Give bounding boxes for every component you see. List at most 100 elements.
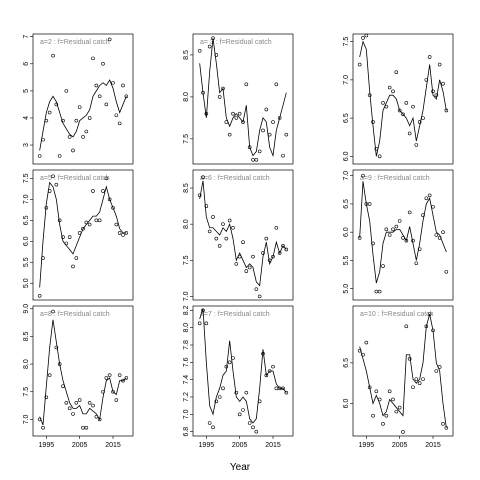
point [114, 222, 119, 227]
panel-title: a=6 : f=Residual catch [200, 175, 270, 182]
y-tick-label: 7.5 [183, 134, 190, 144]
point [274, 82, 279, 87]
point [241, 408, 245, 412]
point [254, 158, 259, 162]
point [47, 373, 52, 377]
point [107, 373, 112, 377]
fit-line [199, 38, 287, 158]
point [407, 210, 412, 215]
point [124, 376, 129, 380]
point [117, 373, 122, 377]
panel-frame [32, 169, 134, 301]
y-tick-label: 8.0 [183, 323, 190, 333]
point [114, 398, 119, 402]
point [54, 345, 59, 350]
point [51, 53, 55, 58]
point [381, 101, 385, 105]
point [204, 204, 209, 208]
x-tick-label: 2015 [105, 442, 121, 449]
point [47, 110, 52, 115]
y-tick-label: 6.5 [343, 199, 350, 209]
point [374, 389, 379, 394]
point [391, 227, 395, 232]
point [81, 425, 85, 430]
point [257, 149, 262, 154]
x-tick-label: 2015 [425, 442, 441, 449]
y-tick-label: 9.0 [23, 304, 30, 314]
point [377, 154, 382, 159]
point [381, 264, 385, 268]
y-tick-label: 8.5 [23, 331, 30, 341]
point [401, 430, 405, 434]
point [381, 422, 385, 426]
point [264, 107, 269, 112]
point [397, 108, 402, 113]
point [41, 425, 45, 430]
y-tick-label: 7.0 [343, 75, 350, 85]
x-tick-label: 1995 [359, 442, 375, 449]
point [281, 153, 285, 158]
point [434, 369, 439, 373]
x-tick-label: 2005 [392, 442, 408, 449]
point [74, 118, 79, 123]
point [74, 256, 79, 260]
point [71, 264, 75, 269]
point [227, 218, 232, 223]
panel-title: a=7 : f=Residual catch [200, 311, 270, 318]
point [387, 389, 392, 394]
point [211, 425, 215, 430]
point [37, 154, 42, 158]
x-tick-label: 1995 [39, 442, 55, 449]
point [391, 89, 395, 94]
point [37, 294, 42, 298]
point [91, 403, 95, 408]
point [204, 321, 209, 326]
point [244, 82, 249, 87]
y-tick-label: 7.5 [343, 37, 350, 47]
point [254, 287, 259, 291]
y-tick-label: 7 [23, 35, 30, 39]
point [244, 269, 249, 273]
y-tick-label: 6.5 [343, 113, 350, 123]
point [117, 121, 122, 126]
point [197, 48, 202, 53]
point [374, 289, 379, 294]
y-tick-label: 6.0 [343, 227, 350, 237]
point [217, 244, 222, 248]
point [54, 182, 59, 187]
point [77, 105, 82, 109]
point [234, 262, 239, 266]
point [414, 377, 419, 381]
x-tick-label: 1995 [199, 442, 215, 449]
point [114, 113, 119, 118]
point [257, 294, 262, 299]
panel-frame [352, 169, 454, 301]
point [84, 425, 89, 430]
point [284, 247, 289, 252]
y-tick-label: 5.5 [23, 257, 30, 267]
point [397, 219, 402, 223]
y-tick-label: 3 [23, 143, 30, 147]
point [91, 189, 95, 193]
point [224, 236, 229, 241]
point [384, 413, 389, 418]
point [87, 116, 92, 120]
fit-line [39, 319, 127, 426]
fit-line [359, 314, 447, 428]
point [231, 225, 235, 230]
point [241, 240, 245, 245]
point [207, 44, 212, 49]
point [101, 61, 105, 66]
panel-frame [192, 33, 294, 165]
y-tick-label: 6 [23, 62, 30, 66]
point [274, 386, 279, 391]
point [197, 321, 202, 326]
y-tick-label: 8.5 [183, 183, 190, 193]
point [364, 33, 369, 38]
point [231, 111, 235, 116]
point [117, 231, 122, 235]
y-tick-label: 5.0 [343, 284, 350, 294]
point [227, 132, 232, 137]
